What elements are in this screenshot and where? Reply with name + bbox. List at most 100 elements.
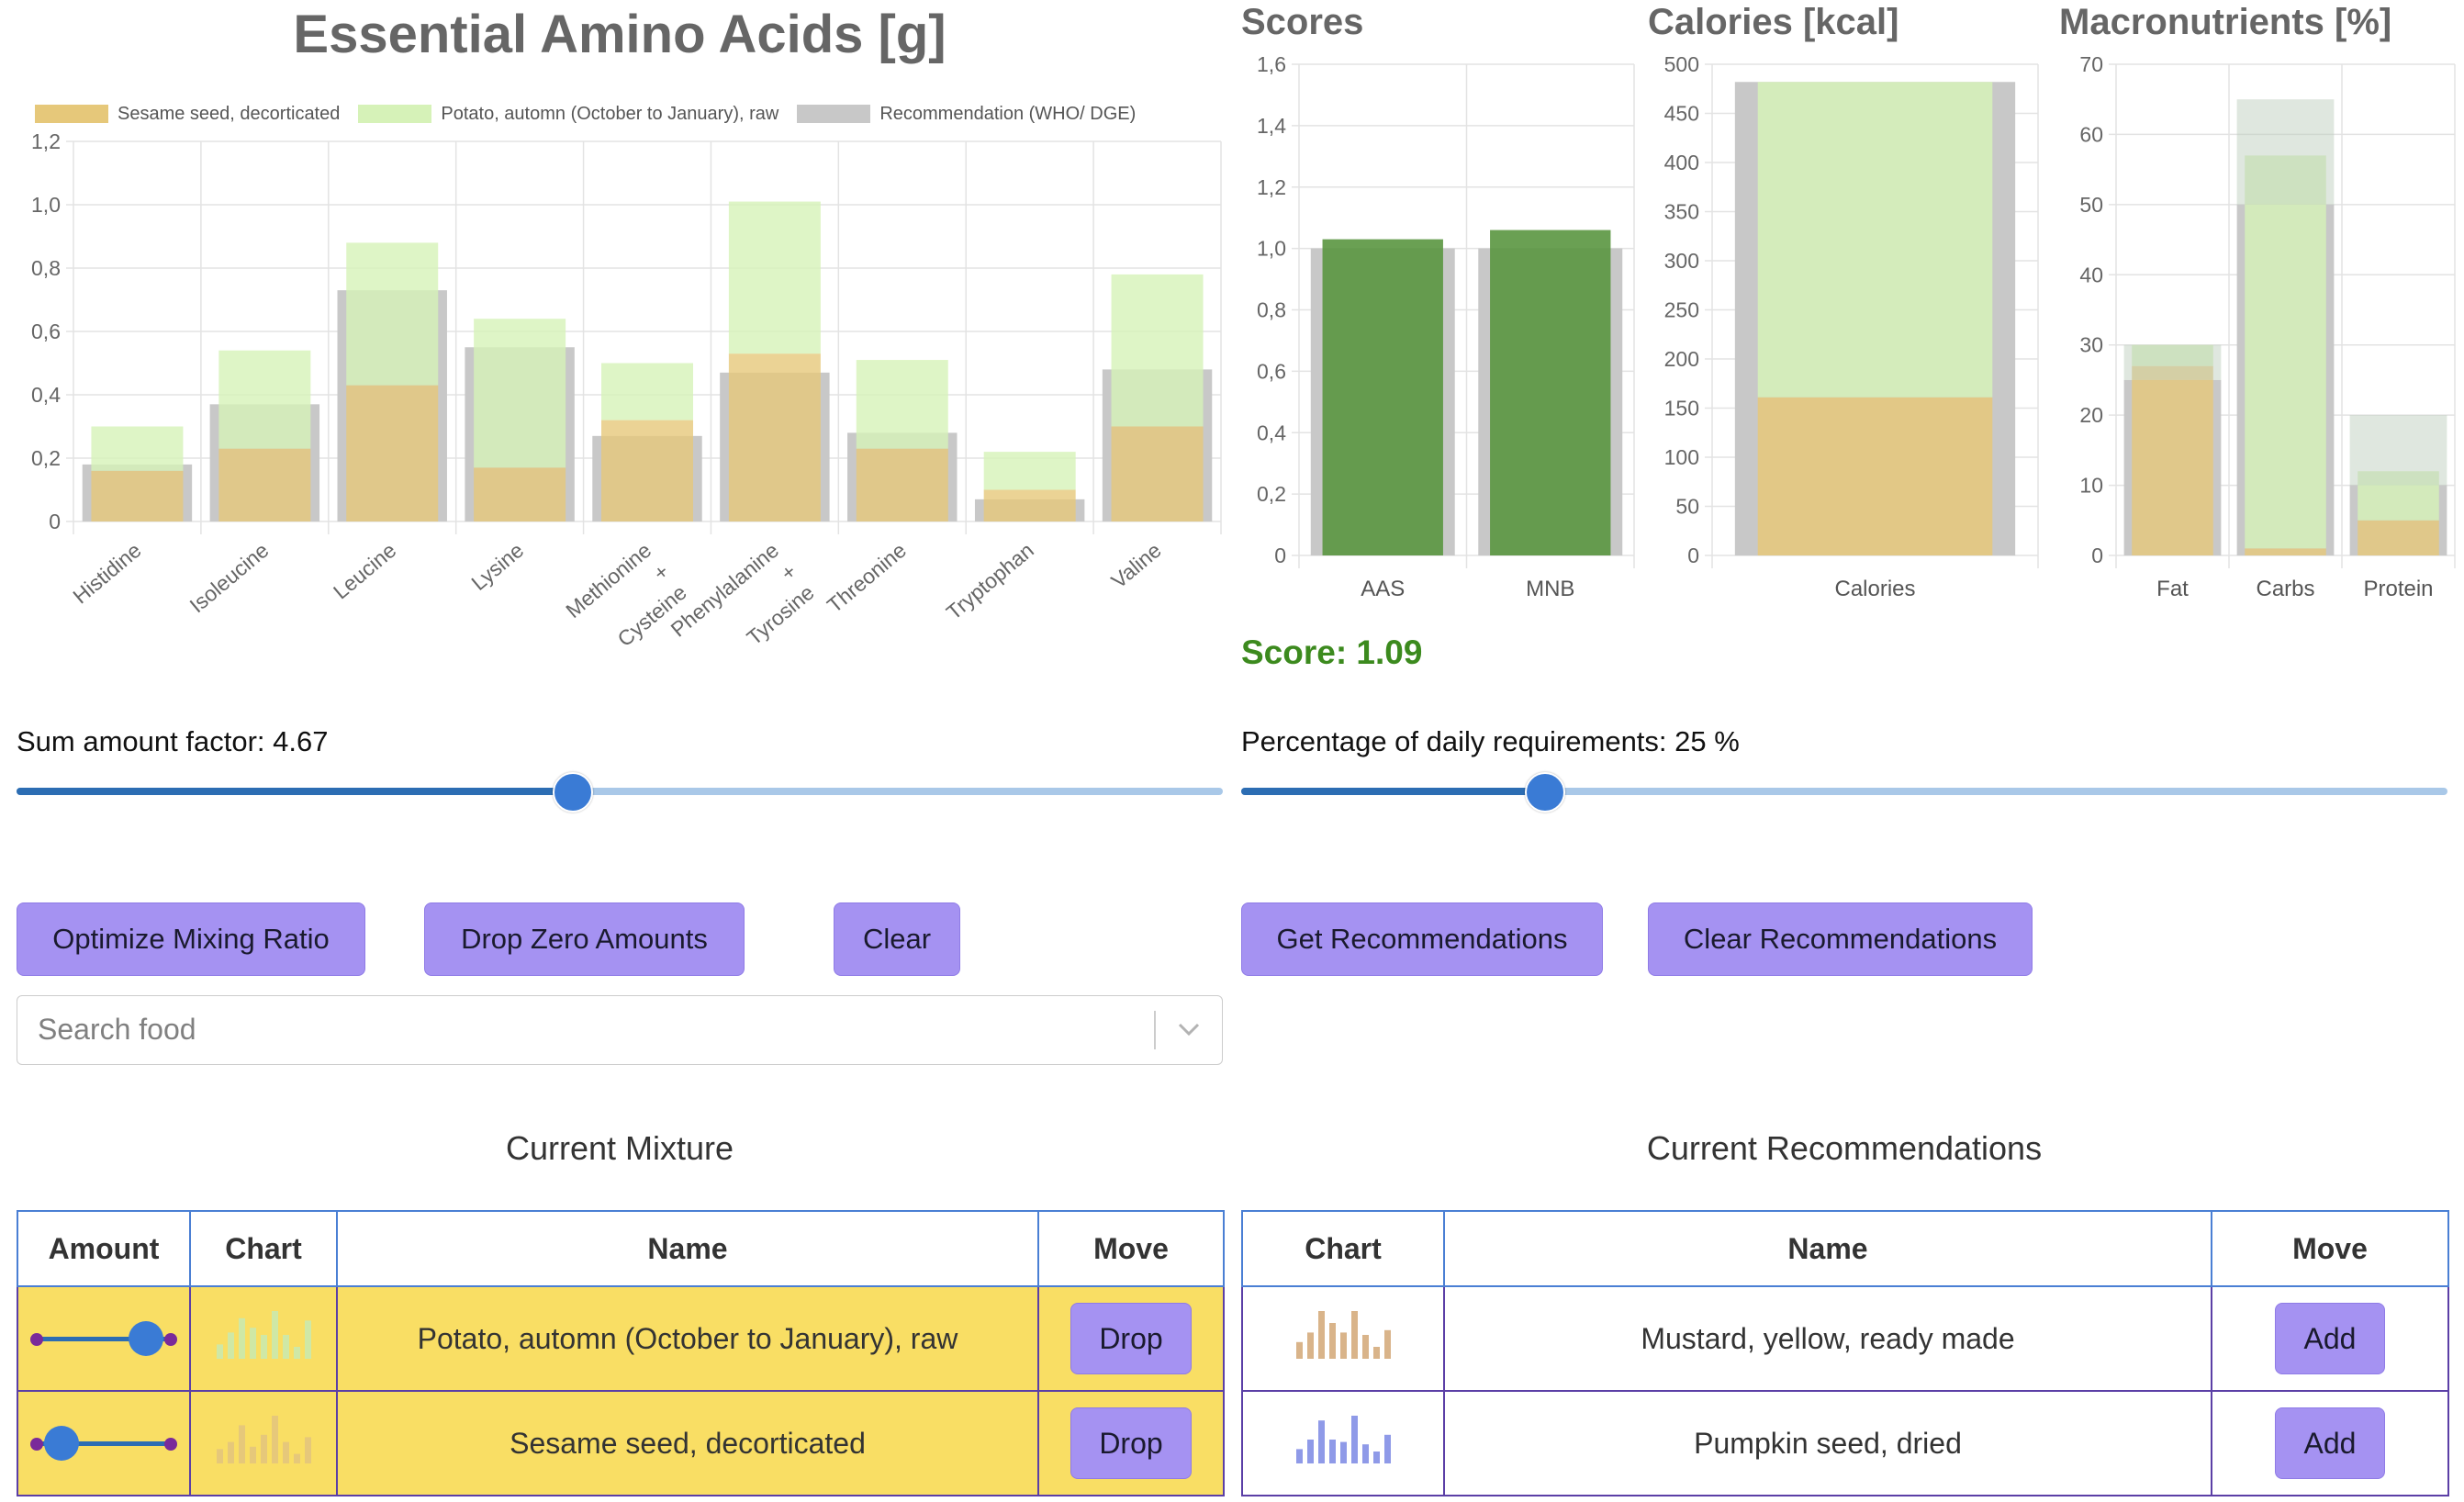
chart-title-amino-acids: Essential Amino Acids [g] [293,5,946,64]
add-button[interactable]: Add [2275,1303,2385,1374]
y-tick-label: 200 [1664,347,1699,371]
mini-bar [250,1446,256,1463]
mini-bar [1373,1452,1380,1463]
optimize-mixing-ratio-button[interactable]: Optimize Mixing Ratio [17,902,365,976]
x-tick-label-line: Valine [1106,538,1165,593]
y-tick-label: 0,4 [1257,420,1286,444]
slider-thumb[interactable] [1524,772,1565,813]
food-name: Pumpkin seed, dried [1443,1390,2212,1496]
daily-requirements-slider[interactable] [1241,771,2447,813]
header-name[interactable]: Name [336,1210,1039,1287]
y-tick-label: 0 [1687,544,1699,567]
legend-swatch-sesame[interactable] [35,105,108,123]
slider-track[interactable] [1241,788,2447,795]
header-chart[interactable]: Chart [189,1210,338,1287]
y-tick-label: 1,2 [1257,175,1286,199]
y-tick-label: 50 [1675,495,1699,519]
bar-potato [601,363,693,420]
add-button[interactable]: Add [2275,1407,2385,1479]
bar-sesame-seed [346,385,439,521]
y-tick-label: 20 [2079,403,2103,427]
x-tick-label: AAS [1361,577,1405,601]
mini-bar [305,1320,311,1359]
mini-bar [1340,1332,1347,1359]
header-amount[interactable]: Amount [17,1210,191,1287]
bar-score [1322,239,1443,555]
bar-sesame-seed [2132,365,2213,555]
y-tick-label: 350 [1664,200,1699,224]
amount-slider-max-dot [164,1438,177,1451]
macronutrients-chart: 0 10 20 30 40 50 60 70 Fat Carbs Protein [2079,52,2456,601]
mini-bar [283,1335,289,1359]
mini-bar [272,1311,278,1359]
daily-requirements-label: Percentage of daily requirements: 25 % [1241,725,1740,757]
x-tick-label-line: Lysine [466,538,528,595]
amount-slider[interactable] [30,1425,177,1462]
clear-recommendations-button[interactable]: Clear Recommendations [1648,902,2033,976]
search-separator [1154,1011,1156,1049]
bar-sesame-seed [983,489,1076,521]
sum-amount-factor-slider[interactable] [17,771,1223,813]
drop-zero-amounts-button[interactable]: Drop Zero Amounts [424,902,745,976]
scores-chart: 0 0,2 0,4 0,6 0,8 1,0 1,2 1,4 1,6 AAS MNB [1257,52,1635,601]
table-row: Sesame seed, decorticated Drop [17,1390,1225,1496]
mini-bar [217,1344,223,1359]
search-food-input[interactable]: Search food [17,995,1223,1065]
mini-bar [1351,1311,1358,1359]
table-row: Potato, automn (October to January), raw… [17,1285,1225,1392]
drop-button[interactable]: Drop [1070,1303,1192,1374]
y-tick-label: 1,2 [31,129,61,153]
chart-title-macronutrients: Macronutrients [%] [2059,2,2392,42]
mini-bar-chart [217,1416,311,1463]
clear-button[interactable]: Clear [834,902,960,976]
bar-sesame-seed [91,470,184,521]
bar-potato [2358,471,2439,521]
chevron-down-icon[interactable] [1174,1014,1204,1044]
amount-slider-max-dot [164,1333,177,1346]
legend-swatch-recommendation[interactable] [797,105,871,123]
y-tick-label: 0,2 [31,446,61,470]
mixture-header-row: Amount Chart Name Move [17,1210,1225,1287]
amount-slider[interactable] [30,1320,177,1357]
drop-button[interactable]: Drop [1070,1407,1192,1479]
header-chart[interactable]: Chart [1241,1210,1445,1287]
y-tick-label: 450 [1664,102,1699,126]
x-tick-label: Isoleucine [185,538,273,617]
slider-fill [17,788,572,795]
chart-cell [1241,1390,1445,1496]
x-tick-label-line: Leucine [329,538,400,604]
bar-potato [474,319,566,468]
amount-cell [17,1390,191,1496]
y-tick-label: 1,0 [31,193,61,217]
x-tick-label-line: Threonine [823,538,911,617]
amount-slider-knob[interactable] [129,1321,164,1356]
x-tick-label: Lysine [466,538,528,595]
legend-swatch-potato[interactable] [358,105,432,123]
y-tick-label: 1,4 [1257,114,1286,138]
header-move[interactable]: Move [2211,1210,2449,1287]
amount-slider-knob[interactable] [43,1426,79,1461]
bar-potato [856,360,948,449]
mini-bar [1362,1444,1369,1463]
mini-bar [1362,1335,1369,1359]
move-cell: Add [2211,1390,2449,1496]
mini-bar [261,1434,267,1463]
get-recommendations-button[interactable]: Get Recommendations [1241,902,1603,976]
mini-bar [228,1441,234,1463]
slider-track[interactable] [17,788,1223,795]
y-tick-label: 10 [2079,474,2103,498]
slider-thumb[interactable] [553,772,594,813]
mini-bar [294,1453,300,1463]
x-tick-label: Carbs [2256,577,2314,601]
bar-sesame-seed [856,448,948,521]
header-name[interactable]: Name [1443,1210,2212,1287]
bar-potato [2245,155,2326,549]
recommendations-header-row: Chart Name Move [1241,1210,2449,1287]
header-move[interactable]: Move [1037,1210,1225,1287]
search-placeholder: Search food [38,1013,196,1046]
mini-bar [1296,1449,1303,1463]
y-tick-label: 250 [1664,298,1699,322]
amount-slider-min-dot [30,1438,43,1451]
food-name: Potato, automn (October to January), raw [336,1285,1039,1392]
bar-sesame-seed [474,467,566,521]
